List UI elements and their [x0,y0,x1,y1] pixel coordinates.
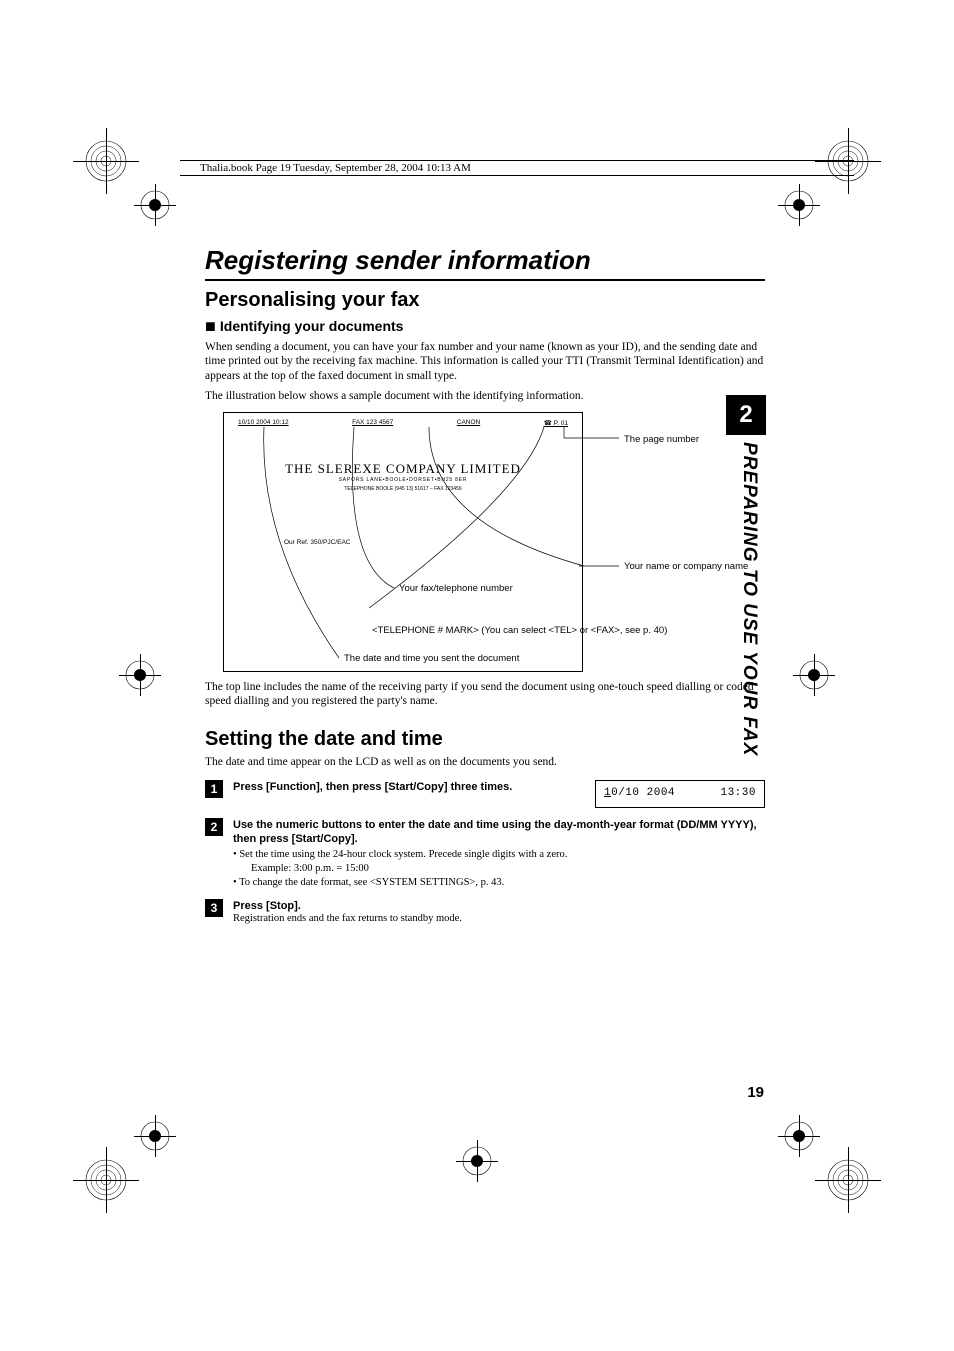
sample-document-diagram: 10/10 2004 10:12 FAX 123 4567 CANON ☎ P.… [223,412,583,672]
lcd-display: 10/10 2004 13:30 [595,780,765,808]
section2-intro: The date and time appear on the LCD as w… [205,755,765,769]
para-intro-1: When sending a document, you can have yo… [205,340,765,383]
callout-tel-mark: <TELEPHONE # MARK> (You can select <TEL>… [372,625,667,636]
step-number: 2 [205,818,223,836]
step2-bullet: Set the time using the 24-hour clock sys… [233,848,765,875]
cropmark-tr-inner [784,190,814,220]
section1-title: Personalising your fax [205,289,765,312]
para-intro-2: The illustration below shows a sample do… [205,389,765,403]
step-row: 2 Use the numeric buttons to enter the d… [205,818,765,890]
step-row: 1 Press [Function], then press [Start/Co… [205,780,765,808]
cropmark-bm-inner [462,1146,492,1176]
cropmark-ml-inner [125,660,155,690]
subsection-title: ■Identifying your documents [205,316,765,337]
page-content: Registering sender information Personali… [205,245,765,924]
chapter-title: Registering sender information [205,245,765,281]
cropmark-tl-inner [140,190,170,220]
cropmark-br-outer [827,1159,869,1201]
cropmark-tl-outer [85,140,127,182]
step-number: 1 [205,780,223,798]
cropmark-mr-inner [799,660,829,690]
register-header-text: Thalia.book Page 19 Tuesday, September 2… [200,162,471,174]
step2-bullet: To change the date format, see <SYSTEM S… [233,876,765,890]
callout-fax-tel: Your fax/telephone number [399,583,513,594]
page-number: 19 [747,1084,764,1101]
callout-datetime: The date and time you sent the document [344,653,519,664]
cropmark-bl-inner [140,1121,170,1151]
cropmark-bl-outer [85,1159,127,1201]
callout-name: Your name or company name [624,561,748,572]
callout-page-number: The page number [624,434,699,445]
section2-title: Setting the date and time [205,728,765,751]
step3-head: Press [Stop]. [233,899,765,913]
step-row: 3 Press [Stop]. Registration ends and th… [205,899,765,924]
step-number: 3 [205,899,223,917]
step3-body: Registration ends and the fax returns to… [233,913,765,924]
cropmark-br-inner [784,1121,814,1151]
para-topline: The top line includes the name of the re… [205,680,765,709]
step2-head: Use the numeric buttons to enter the dat… [233,818,765,847]
step1-head: Press [Function], then press [Start/Copy… [233,780,595,794]
